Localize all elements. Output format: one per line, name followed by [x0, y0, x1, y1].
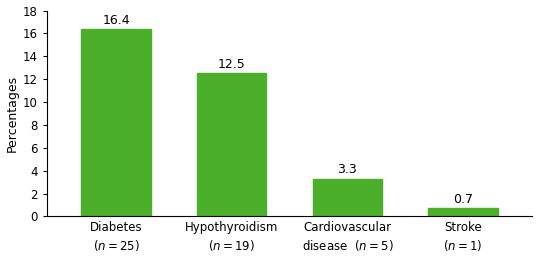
Bar — [428, 208, 498, 217]
Bar — [81, 29, 151, 217]
Text: 3.3: 3.3 — [337, 163, 357, 176]
Text: 0.7: 0.7 — [453, 193, 473, 206]
Bar — [197, 74, 266, 217]
Y-axis label: Percentages: Percentages — [5, 75, 18, 152]
Text: 16.4: 16.4 — [102, 13, 130, 27]
Bar — [313, 179, 382, 217]
Text: 12.5: 12.5 — [218, 58, 246, 71]
